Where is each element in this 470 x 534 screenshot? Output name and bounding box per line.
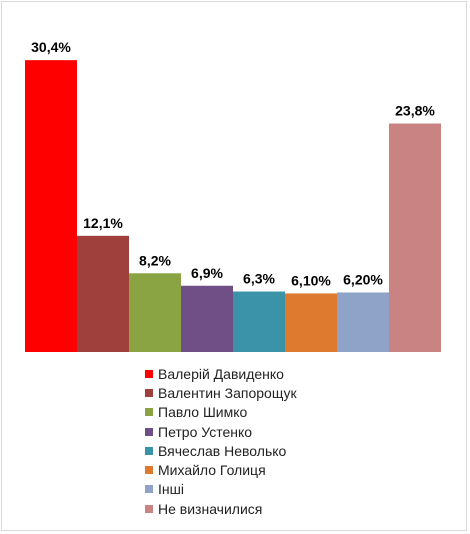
data-label-2: 12,1% bbox=[83, 215, 123, 231]
bar-chart: 30,4% 12,1% 8,2% 6,9% 6,3% 6,10% 6,20% 23,8% bbox=[25, 39, 441, 353]
data-label-7: 6,20% bbox=[343, 271, 383, 287]
legend-item-6: Михайло Голиця bbox=[145, 460, 297, 479]
legend-item-8: Не визначилися bbox=[145, 499, 297, 518]
legend-item-1: Валерій Давиденко bbox=[145, 364, 297, 383]
data-label-6: 6,10% bbox=[291, 272, 331, 288]
legend-label: Михайло Голиця bbox=[158, 462, 266, 479]
legend-swatch bbox=[145, 485, 153, 494]
legend-item-2: Валентин Запорощук bbox=[145, 383, 297, 402]
legend-swatch bbox=[145, 504, 153, 513]
data-label-8: 23,8% bbox=[395, 103, 435, 119]
legend-swatch bbox=[145, 466, 153, 475]
data-label-3: 8,2% bbox=[139, 252, 171, 268]
legend-label: Валентин Запорощук bbox=[158, 384, 297, 401]
legend-label: Петро Устенко bbox=[158, 423, 253, 440]
legend-label: Не визначилися bbox=[158, 500, 263, 517]
chart-legend: Валерій Давиденко Валентин Запорощук Павло… bbox=[145, 364, 297, 518]
legend-item-3: Павло Шимко bbox=[145, 403, 297, 422]
bar-4 bbox=[181, 285, 233, 352]
bar-6 bbox=[285, 293, 337, 352]
data-label-1: 30,4% bbox=[31, 39, 71, 55]
data-label-4: 6,9% bbox=[191, 265, 223, 281]
legend-swatch bbox=[145, 408, 153, 417]
legend-item-4: Петро Устенко bbox=[145, 422, 297, 441]
data-label-5: 6,3% bbox=[243, 271, 275, 287]
legend-item-5: Вячеслав Неволько bbox=[145, 441, 297, 460]
bar-3 bbox=[129, 273, 181, 352]
bar-1 bbox=[25, 60, 77, 352]
legend-swatch bbox=[145, 446, 153, 455]
legend-item-7: Інші bbox=[145, 480, 297, 499]
legend-label: Інші bbox=[158, 481, 184, 498]
legend-label: Павло Шимко bbox=[158, 404, 248, 421]
bar-2 bbox=[77, 235, 129, 352]
legend-label: Вячеслав Неволько bbox=[158, 442, 287, 459]
legend-swatch bbox=[145, 427, 153, 436]
bar-7 bbox=[337, 292, 389, 352]
legend-label: Валерій Давиденко bbox=[158, 365, 284, 382]
bar-8 bbox=[389, 123, 441, 353]
legend-swatch bbox=[145, 369, 153, 378]
bar-5 bbox=[233, 291, 285, 352]
legend-swatch bbox=[145, 388, 153, 397]
